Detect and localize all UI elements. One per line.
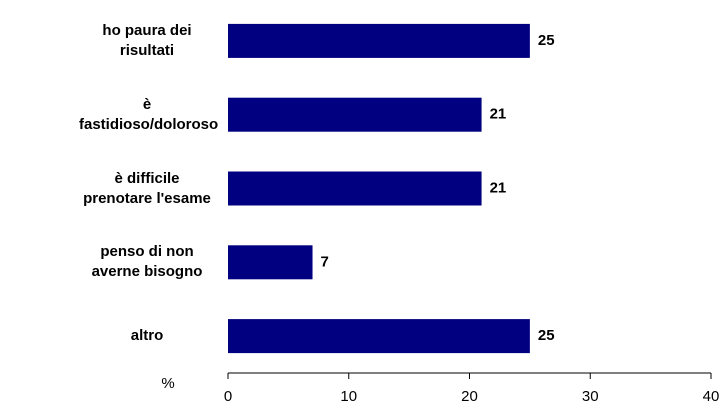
y-tick-label: penso di non averne bisogno: [91, 243, 203, 281]
y-tick-label: ho paura dei risultati: [102, 21, 192, 59]
x-tick-label: 40: [703, 388, 720, 405]
value-label: 25: [538, 32, 555, 49]
bar: [228, 23, 530, 58]
x-tick-label: 0: [224, 388, 232, 405]
bar: [228, 97, 482, 132]
value-label: 21: [490, 106, 507, 123]
x-tick-label: 20: [461, 388, 478, 405]
x-tick-label: 30: [582, 388, 599, 405]
x-axis-label: %: [161, 375, 174, 392]
y-tick-label: è difficile prenotare l'esame: [83, 169, 211, 207]
bar: [228, 245, 313, 280]
value-label: 7: [321, 253, 329, 270]
x-tick-label: 10: [340, 388, 357, 405]
y-tick-label: è fastidioso/doloroso: [79, 95, 219, 133]
y-tick-label: altro: [130, 327, 164, 345]
value-label: 25: [538, 327, 555, 344]
bar: [228, 319, 530, 354]
bar: [228, 171, 482, 206]
value-label: 21: [490, 179, 507, 196]
